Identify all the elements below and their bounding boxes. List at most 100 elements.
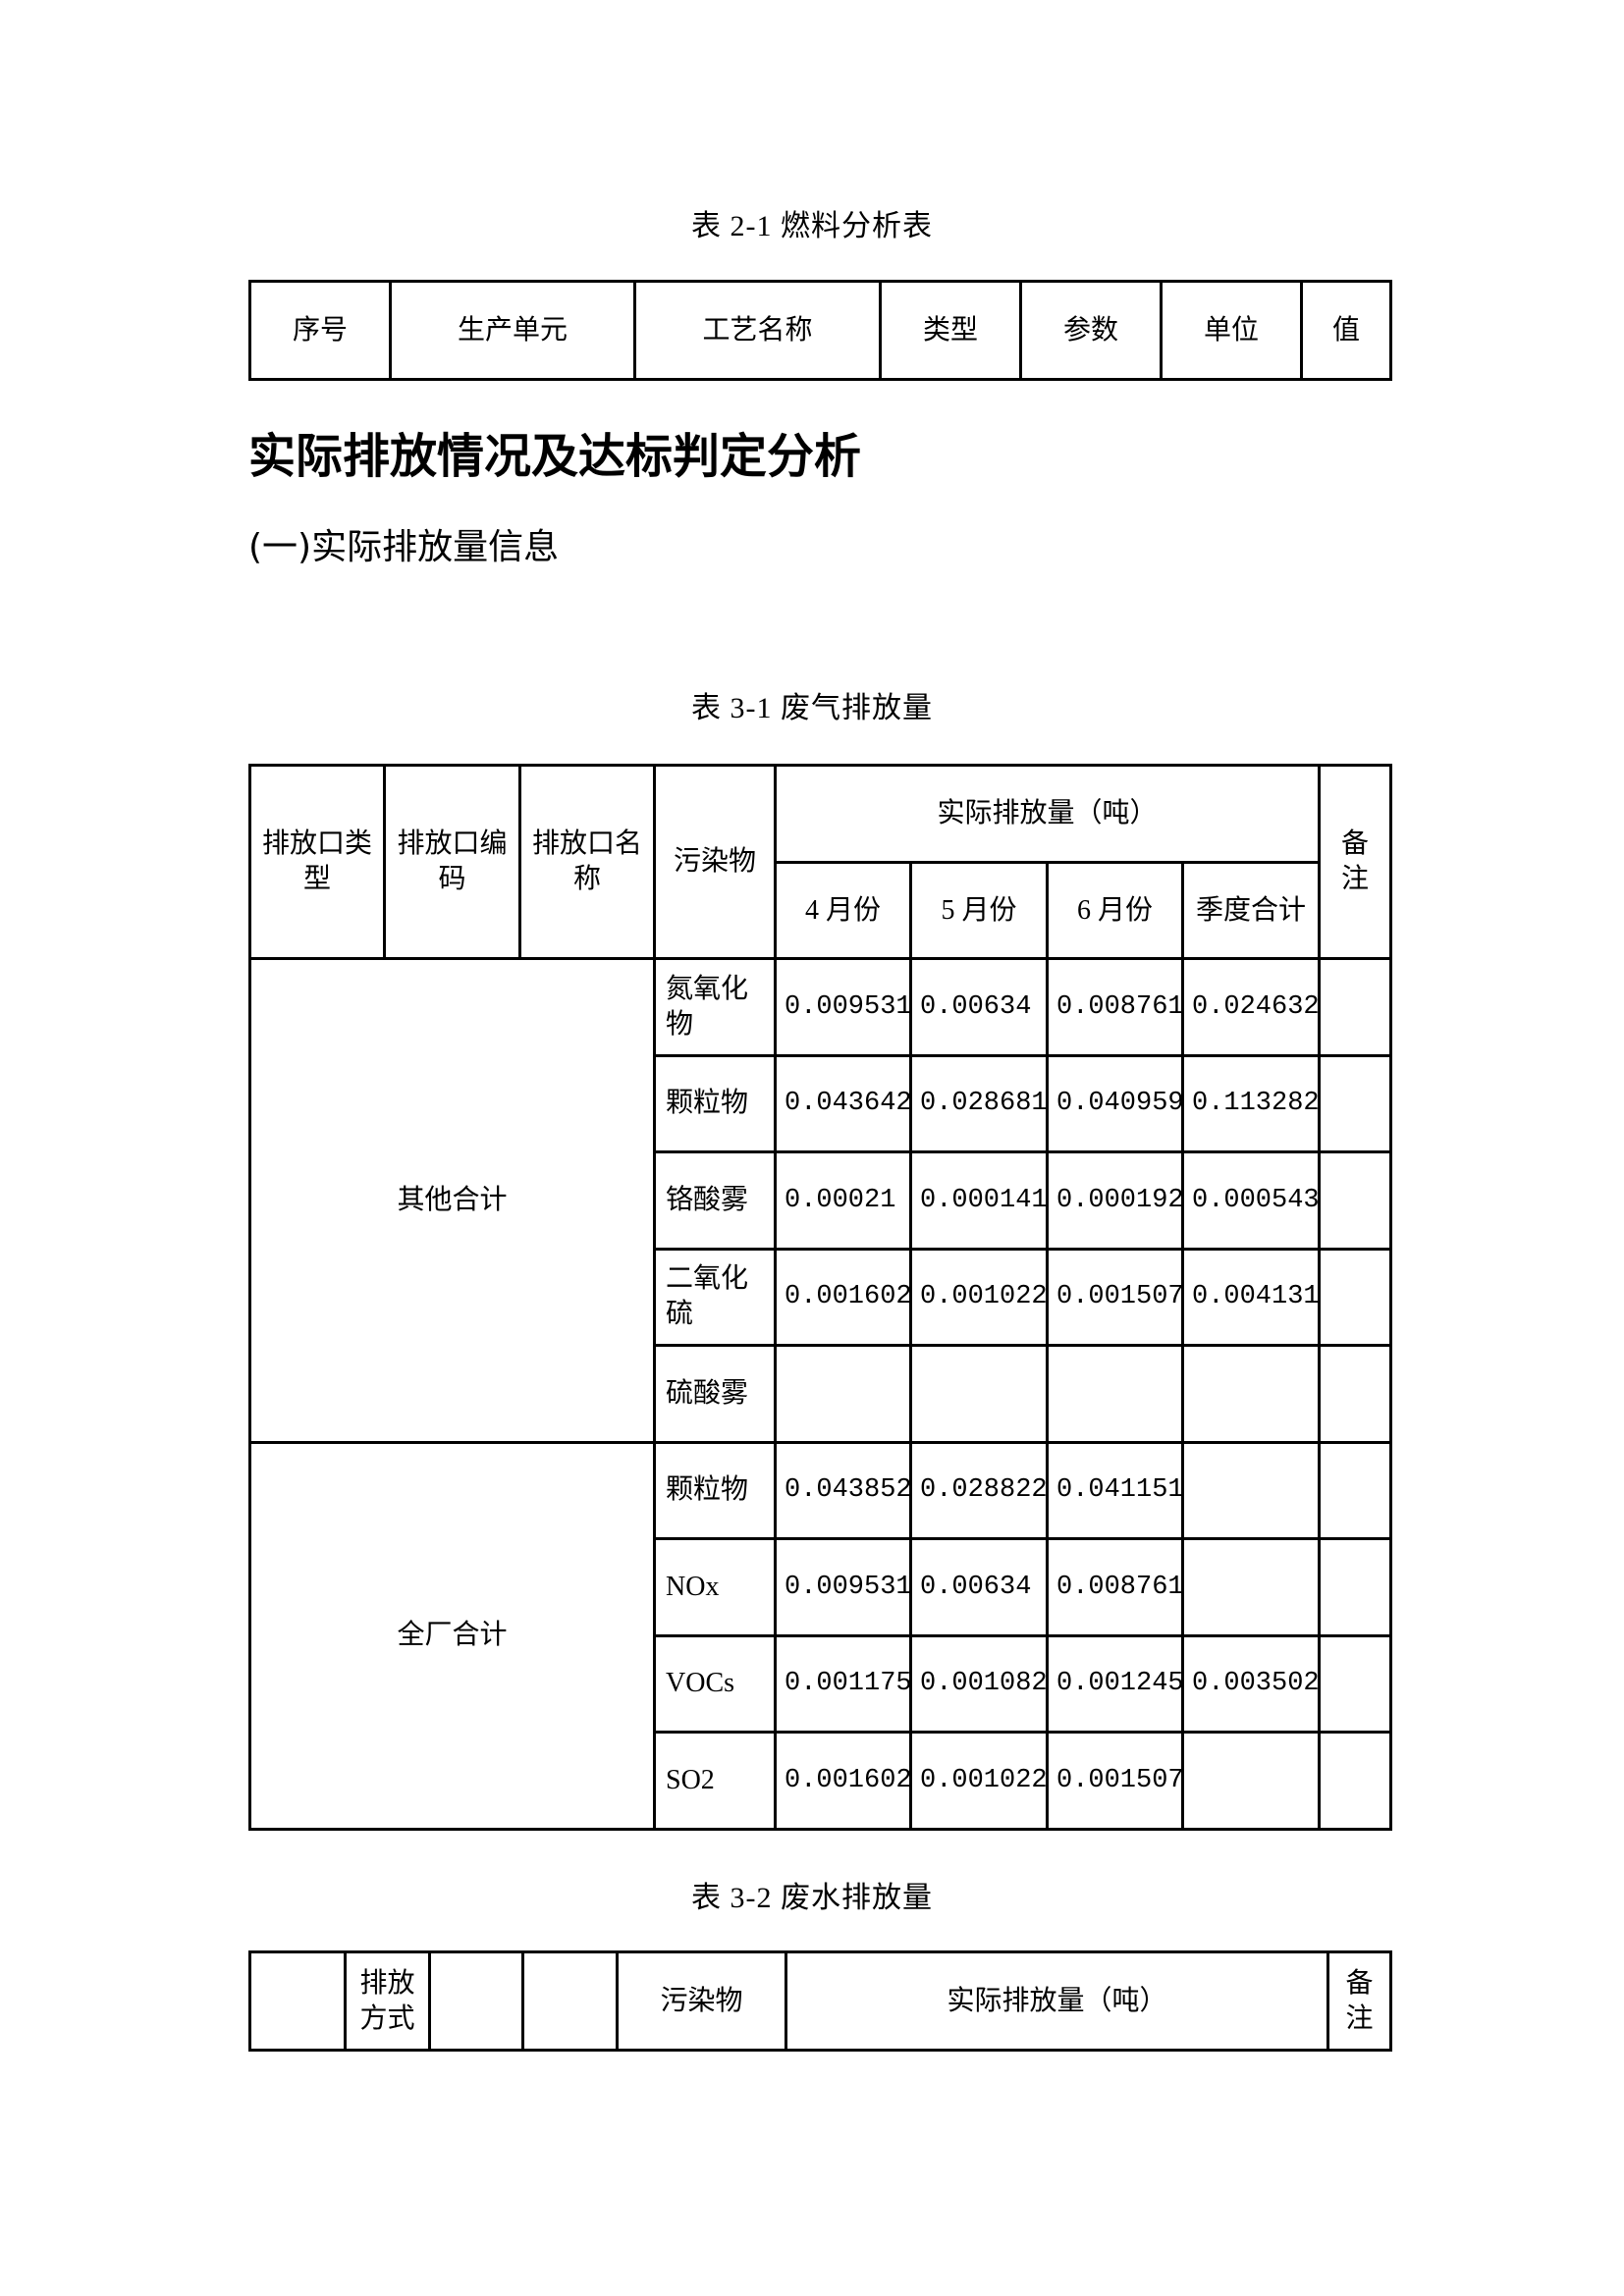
value-cell — [1180, 1344, 1322, 1444]
value-cell: 0.000543 — [1180, 1150, 1322, 1251]
pollutant-cell: SO2 — [653, 1731, 777, 1831]
exhaust-emission-table: 排放口类型 排放口编码 排放口名称 污染物 实际排放量（吨） 备注 4 月份 5… — [248, 764, 1393, 1831]
value-cell — [909, 1344, 1049, 1444]
value-cell: 0.001507 — [1046, 1247, 1184, 1347]
table-3-2-caption: 表 3-2 废水排放量 — [691, 1882, 933, 1914]
group-label: 其他合计 — [248, 957, 656, 1444]
header-cell — [521, 1950, 619, 2052]
table-header-row: 排放口类型 排放口编码 排放口名称 污染物 实际排放量（吨） 备注 — [248, 764, 1393, 960]
pollutant-cell: 硫酸雾 — [653, 1344, 777, 1444]
header-may: 5 月份 — [909, 861, 1049, 960]
value-cell: 0.001602 — [774, 1247, 912, 1347]
value-cell — [1180, 1731, 1322, 1831]
header-cell: 排放方式 — [344, 1950, 431, 2052]
table-2-1-caption: 表 2-1 燃料分析表 — [691, 210, 933, 242]
table-row: 颗粒物 0.043642 0.028681 0.040959 0.113282 — [250, 1053, 1393, 1153]
table-row: 其他合计 氮氧化物 0.009531 0.00634 0.008761 0.024632 — [248, 957, 1393, 1444]
value-cell: 0.001245 — [1046, 1633, 1184, 1734]
value-cell: 0.00634 — [909, 957, 1049, 1057]
header-outlet-type: 排放口类型 — [248, 764, 386, 960]
value-cell: 0.009531 — [774, 957, 912, 1057]
table-row: 硫酸雾 — [250, 1344, 1393, 1444]
value-cell: 0.041151 — [1046, 1440, 1184, 1540]
table-row: VOCs 0.001175 0.001082 0.001245 0.003502 — [250, 1633, 1393, 1734]
header-cell: 值 — [1300, 280, 1392, 381]
value-cell: 0.001022 — [909, 1247, 1049, 1347]
pollutant-cell: VOCs — [653, 1633, 777, 1734]
value-cell: 0.028822 — [909, 1440, 1049, 1540]
remark-cell — [1318, 1731, 1393, 1831]
value-cell: 0.024632 — [1180, 957, 1322, 1057]
header-cell: 参数 — [1019, 280, 1163, 381]
header-cell: 生产单元 — [389, 280, 636, 381]
value-cell: 0.009531 — [774, 1537, 912, 1637]
pollutant-cell: NOx — [653, 1537, 777, 1637]
value-cell: 0.00021 — [774, 1150, 912, 1251]
value-cell: 0.001507 — [1046, 1731, 1184, 1831]
table-header-row: 序号 生产单元 工艺名称 类型 参数 单位值 — [248, 280, 1392, 381]
header-cell: 备注 — [1326, 1950, 1392, 2052]
value-cell: 0.008761 — [1046, 1537, 1184, 1637]
section-subtitle: (一)实际排放量信息 — [248, 527, 560, 567]
value-cell: 0.001022 — [909, 1731, 1049, 1831]
remark-cell — [1318, 957, 1393, 1057]
remark-cell — [1318, 1053, 1393, 1153]
value-cell — [1180, 1537, 1322, 1637]
header-quarter-total: 季度合计 — [1180, 861, 1322, 960]
value-cell: 0.001602 — [774, 1731, 912, 1831]
value-cell: 0.043642 — [774, 1053, 912, 1153]
value-cell — [1046, 1344, 1184, 1444]
table-subheader-row: 4 月份 5 月份 6 月份 季度合计 — [250, 861, 1391, 960]
header-cell — [248, 1950, 347, 2052]
group-label: 全厂合计 — [248, 1440, 656, 1831]
remark-cell — [1318, 1247, 1393, 1347]
header-outlet-name: 排放口名称 — [518, 764, 656, 960]
remark-cell — [1318, 1633, 1393, 1734]
table-row: 二氧化硫 0.001602 0.001022 0.001507 0.004131 — [250, 1247, 1393, 1347]
table-header-row: 排放方式 污染物 实际排放量（吨） 备注 — [248, 1950, 1392, 2052]
section-title: 实际排放情况及达标判定分析 — [248, 429, 862, 484]
value-cell: 0.003502 — [1180, 1633, 1322, 1734]
remark-cell — [1318, 1537, 1393, 1637]
header-cell: 工艺名称 — [633, 280, 882, 381]
wastewater-emission-table: 排放方式 污染物 实际排放量（吨） 备注 — [248, 1950, 1392, 2052]
header-outlet-code: 排放口编码 — [383, 764, 521, 960]
value-cell: 0.001175 — [774, 1633, 912, 1734]
value-cell: 0.000141 — [909, 1150, 1049, 1251]
header-cell: 序号 — [248, 280, 392, 381]
table-row: SO2 0.001602 0.001022 0.001507 — [250, 1731, 1393, 1831]
remark-cell — [1318, 1440, 1393, 1540]
header-remark: 备注 — [1318, 764, 1393, 960]
table-row: 全厂合计 颗粒物 0.043852 0.028822 0.041151 — [248, 1440, 1393, 1831]
table-3-1-caption: 表 3-1 废气排放量 — [691, 692, 933, 724]
header-april: 4 月份 — [774, 861, 912, 960]
header-actual-emission: 实际排放量（吨） — [773, 764, 1322, 864]
header-june: 6 月份 — [1046, 861, 1184, 960]
value-cell: 0.043852 — [774, 1440, 912, 1540]
pollutant-cell: 氮氧化物 — [653, 957, 777, 1057]
value-cell: 0.113282 — [1180, 1053, 1322, 1153]
value-cell — [1180, 1440, 1322, 1540]
header-cell: 污染物 — [616, 1950, 787, 2052]
value-cell — [774, 1344, 912, 1444]
pollutant-cell: 颗粒物 — [653, 1440, 777, 1540]
table-row: 铬酸雾 0.00021 0.000141 0.000192 0.000543 — [250, 1150, 1393, 1251]
value-cell: 0.00634 — [909, 1537, 1049, 1637]
value-cell: 0.000192 — [1046, 1150, 1184, 1251]
header-cell: 实际排放量（吨） — [785, 1950, 1329, 2052]
remark-cell — [1318, 1344, 1393, 1444]
value-cell: 0.008761 — [1046, 957, 1184, 1057]
value-cell: 0.040959 — [1046, 1053, 1184, 1153]
value-cell: 0.028681 — [909, 1053, 1049, 1153]
value-cell: 0.001082 — [909, 1633, 1049, 1734]
fuel-analysis-table: 序号 生产单元 工艺名称 类型 参数 单位值 — [248, 280, 1392, 381]
header-pollutant: 污染物 — [653, 764, 777, 960]
header-cell — [428, 1950, 524, 2052]
value-cell: 0.004131 — [1180, 1247, 1322, 1347]
header-cell: 类型 — [879, 280, 1022, 381]
header-cell: 单位 — [1160, 280, 1303, 381]
pollutant-cell: 二氧化硫 — [653, 1247, 777, 1347]
pollutant-cell: 铬酸雾 — [653, 1150, 777, 1251]
table-row: NOx 0.009531 0.00634 0.008761 — [250, 1537, 1393, 1637]
remark-cell — [1318, 1150, 1393, 1251]
